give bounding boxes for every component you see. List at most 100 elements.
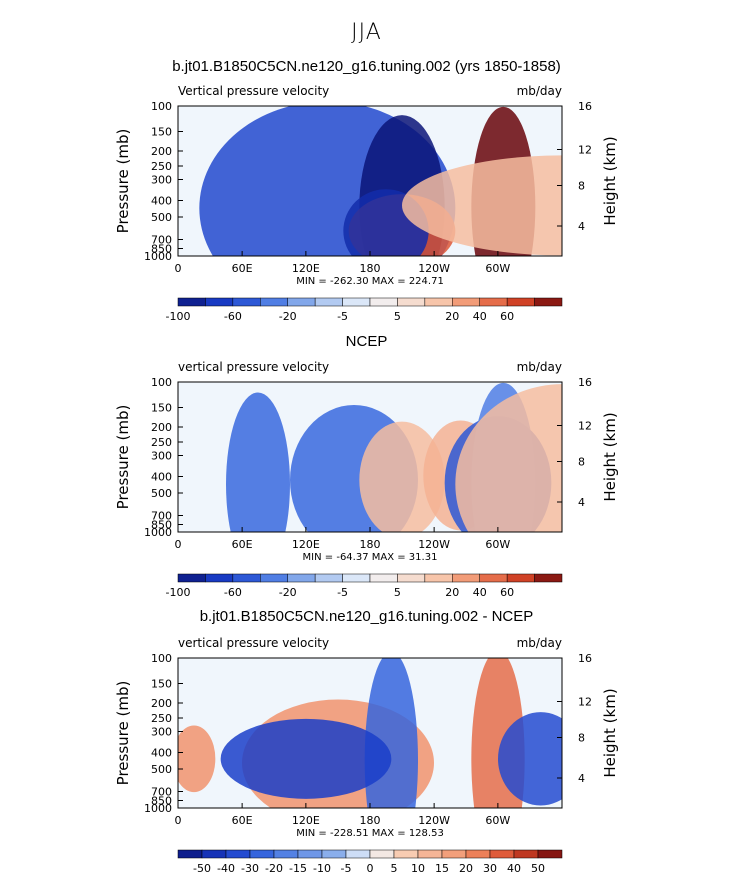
colorbar-swatch bbox=[506, 573, 535, 583]
heatmap-field bbox=[178, 658, 562, 808]
y-tick-label: 200 bbox=[151, 697, 172, 710]
colorbar-swatch bbox=[369, 297, 398, 307]
colorbar-swatch bbox=[397, 297, 426, 307]
subtitle-left: vertical pressure velocity bbox=[178, 636, 329, 650]
colorbar-swatch bbox=[260, 297, 288, 307]
heatmap-cell bbox=[220, 718, 392, 799]
colorbar-label: -30 bbox=[241, 862, 259, 872]
y-tick-label: 100 bbox=[151, 652, 172, 665]
colorbar-label: 60 bbox=[500, 586, 514, 599]
subtitle-right: mb/day bbox=[517, 84, 562, 98]
y-tick-label: 500 bbox=[151, 211, 172, 224]
y-axis-label: Pressure (mb) bbox=[114, 129, 132, 234]
x-tick-label: 60W bbox=[485, 814, 510, 827]
colorbar-label: -20 bbox=[279, 586, 297, 599]
y-right-tick-label: 8 bbox=[578, 732, 585, 745]
panel-3-title: b.jt01.B1850C5CN.ne120_g16.tuning.002 - … bbox=[199, 608, 534, 625]
y-tick-label: 850 bbox=[151, 519, 172, 532]
colorbar-swatch bbox=[452, 573, 480, 583]
colorbar-label: 5 bbox=[394, 310, 401, 323]
colorbar-swatch bbox=[441, 849, 467, 859]
colorbar-label: -20 bbox=[265, 862, 283, 872]
colorbar-label: -5 bbox=[337, 310, 348, 323]
y-tick-label: 500 bbox=[151, 763, 172, 776]
colorbar-swatch bbox=[314, 573, 343, 583]
x-tick-label: 0 bbox=[175, 814, 182, 827]
colorbar-label: -15 bbox=[289, 862, 307, 872]
colorbar-swatch bbox=[424, 297, 453, 307]
colorbar-swatch bbox=[321, 849, 347, 859]
colorbar-label: 50 bbox=[531, 862, 545, 872]
colorbar-swatch bbox=[177, 573, 206, 583]
colorbar-label: 5 bbox=[394, 586, 401, 599]
colorbar-swatch bbox=[369, 573, 398, 583]
y-right-tick-label: 8 bbox=[578, 180, 585, 193]
colorbar-swatch bbox=[201, 849, 227, 859]
chart-panel-2: vertical pressure velocity mb/day 100 150 20… bbox=[114, 360, 619, 599]
y-tick-label: 1000 bbox=[144, 250, 172, 263]
y-tick-label: 300 bbox=[151, 174, 172, 187]
y-tick-label: 100 bbox=[151, 100, 172, 113]
colorbar-swatch bbox=[452, 297, 480, 307]
y-right-tick-label: 4 bbox=[578, 496, 585, 509]
colorbar-swatch bbox=[465, 849, 491, 859]
y-tick-label: 250 bbox=[151, 712, 172, 725]
y-axis-right-label: Height (km) bbox=[601, 136, 619, 225]
y-right-tick-label: 16 bbox=[578, 100, 592, 113]
min-max-stats: MIN = -64.37 MAX = 31.31 bbox=[303, 552, 438, 563]
y-tick-label: 200 bbox=[151, 145, 172, 158]
heatmap-cell bbox=[178, 725, 216, 793]
x-tick-label: 180 bbox=[360, 814, 381, 827]
colorbar-swatch bbox=[417, 849, 443, 859]
colorbar-label: 40 bbox=[473, 586, 487, 599]
colorbar-swatch bbox=[424, 573, 453, 583]
colorbar-swatch bbox=[489, 849, 515, 859]
colorbar-swatch bbox=[273, 849, 299, 859]
colorbar-label: -60 bbox=[224, 310, 242, 323]
y-tick-label: 700 bbox=[151, 234, 172, 247]
y-tick-label: 250 bbox=[151, 436, 172, 449]
y-tick-label: 850 bbox=[151, 795, 172, 808]
y-tick-label: 150 bbox=[151, 678, 172, 691]
colorbar-label: 60 bbox=[500, 310, 514, 323]
y-tick-label: 850 bbox=[151, 243, 172, 256]
colorbar-label: 5 bbox=[391, 862, 398, 872]
y-right-tick-label: 4 bbox=[578, 220, 585, 233]
colorbar-swatch bbox=[342, 573, 371, 583]
colorbar-swatch bbox=[205, 573, 234, 583]
y-tick-label: 500 bbox=[151, 487, 172, 500]
colorbar-swatch bbox=[225, 849, 251, 859]
y-axis-label: Pressure (mb) bbox=[114, 681, 132, 786]
colorbar-swatch bbox=[260, 573, 288, 583]
colorbar-label: -40 bbox=[217, 862, 235, 872]
y-tick-label: 300 bbox=[151, 450, 172, 463]
heatmap-cell bbox=[455, 384, 562, 532]
colorbar-swatch bbox=[205, 297, 234, 307]
colorbar-swatch bbox=[177, 849, 203, 859]
subtitle-left: vertical pressure velocity bbox=[178, 360, 329, 374]
x-tick-label: 60W bbox=[485, 538, 510, 551]
panel-1-title: b.jt01.B1850C5CN.ne120_g16.tuning.002 (y… bbox=[172, 58, 561, 75]
colorbar-label: -50 bbox=[193, 862, 211, 872]
colorbar-swatch bbox=[314, 297, 343, 307]
colorbar-swatch bbox=[297, 849, 323, 859]
heatmap-field bbox=[178, 106, 562, 256]
colorbar-label: 20 bbox=[459, 862, 473, 872]
x-tick-label: 60W bbox=[485, 262, 510, 275]
heatmap-field bbox=[178, 382, 562, 532]
chart-panel-1: Vertical pressure velocity mb/day 100 150 20… bbox=[114, 84, 619, 323]
colorbar-label: -100 bbox=[166, 586, 191, 599]
colorbar-swatch bbox=[479, 297, 508, 307]
y-tick-label: 700 bbox=[151, 510, 172, 523]
heatmap-cell bbox=[359, 421, 445, 532]
x-tick-label: 120E bbox=[292, 814, 320, 827]
heatmap-cell bbox=[498, 712, 562, 806]
colorbar-swatch bbox=[287, 573, 316, 583]
colorbar-swatch bbox=[479, 573, 508, 583]
subtitle-right: mb/day bbox=[517, 636, 562, 650]
panel-2-title: NCEP bbox=[345, 333, 388, 350]
chart-panel-3: vertical pressure velocity mb/day 100 150 20… bbox=[114, 636, 619, 872]
colorbar-swatch bbox=[534, 573, 563, 583]
y-right-tick-label: 8 bbox=[578, 456, 585, 469]
